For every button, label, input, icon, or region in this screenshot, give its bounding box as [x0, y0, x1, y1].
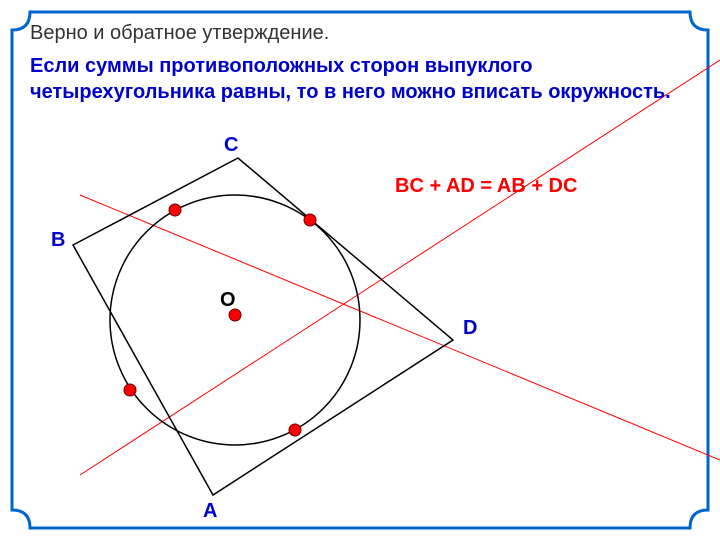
text-content: Верно и обратное утверждение. Если суммы…: [30, 22, 690, 105]
vertex-label-c: C: [224, 134, 238, 157]
slide-frame: Верно и обратное утверждение. Если суммы…: [0, 0, 720, 540]
vertex-label-d: D: [463, 317, 477, 340]
title-text: Верно и обратное утверждение.: [30, 22, 690, 45]
center-label-o: O: [220, 289, 236, 312]
equation-text: BC + AD = AB + DC: [395, 175, 577, 198]
theorem-text: Если суммы противоположных сторон выпукл…: [30, 53, 690, 105]
vertex-label-b: B: [51, 229, 65, 252]
vertex-label-a: A: [203, 500, 217, 523]
